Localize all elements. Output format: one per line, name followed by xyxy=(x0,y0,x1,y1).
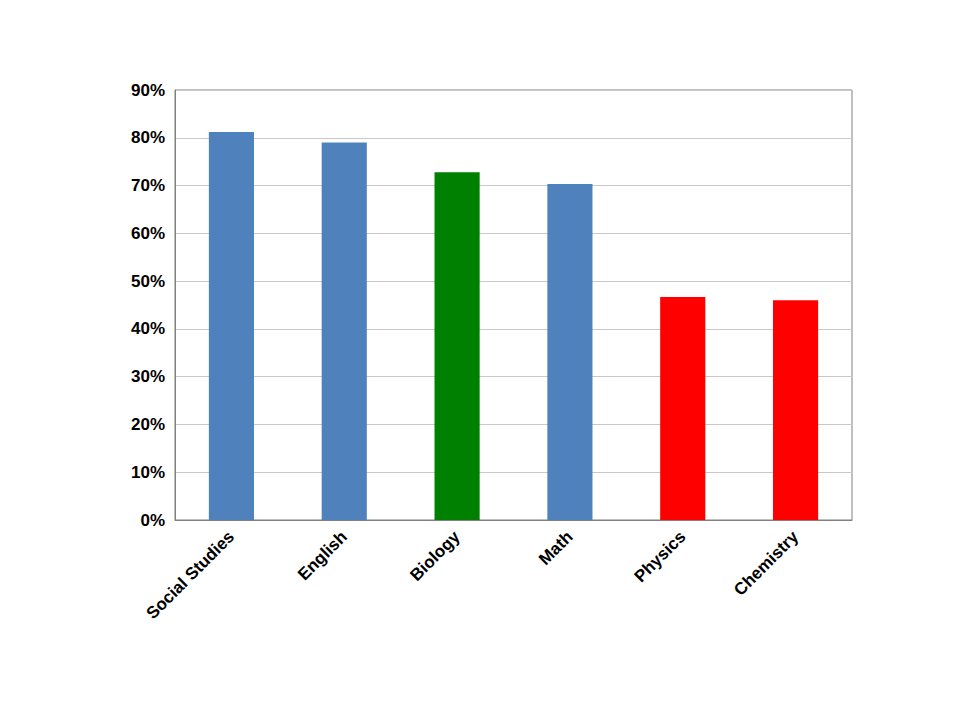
svg-text:40%: 40% xyxy=(131,319,165,338)
svg-text:20%: 20% xyxy=(131,415,165,434)
svg-text:Biology: Biology xyxy=(406,527,464,585)
svg-text:60%: 60% xyxy=(131,224,165,243)
svg-text:English: English xyxy=(294,527,351,584)
svg-text:Social Studies: Social Studies xyxy=(143,527,239,623)
svg-text:90%: 90% xyxy=(131,81,165,100)
svg-text:0%: 0% xyxy=(140,511,165,530)
svg-text:70%: 70% xyxy=(131,176,165,195)
svg-text:80%: 80% xyxy=(131,128,165,147)
svg-text:Physics: Physics xyxy=(631,527,690,586)
svg-text:50%: 50% xyxy=(131,272,165,291)
svg-text:10%: 10% xyxy=(131,463,165,482)
svg-text:30%: 30% xyxy=(131,367,165,386)
svg-text:Math: Math xyxy=(535,527,576,568)
svg-text:Chemistry: Chemistry xyxy=(730,527,803,600)
